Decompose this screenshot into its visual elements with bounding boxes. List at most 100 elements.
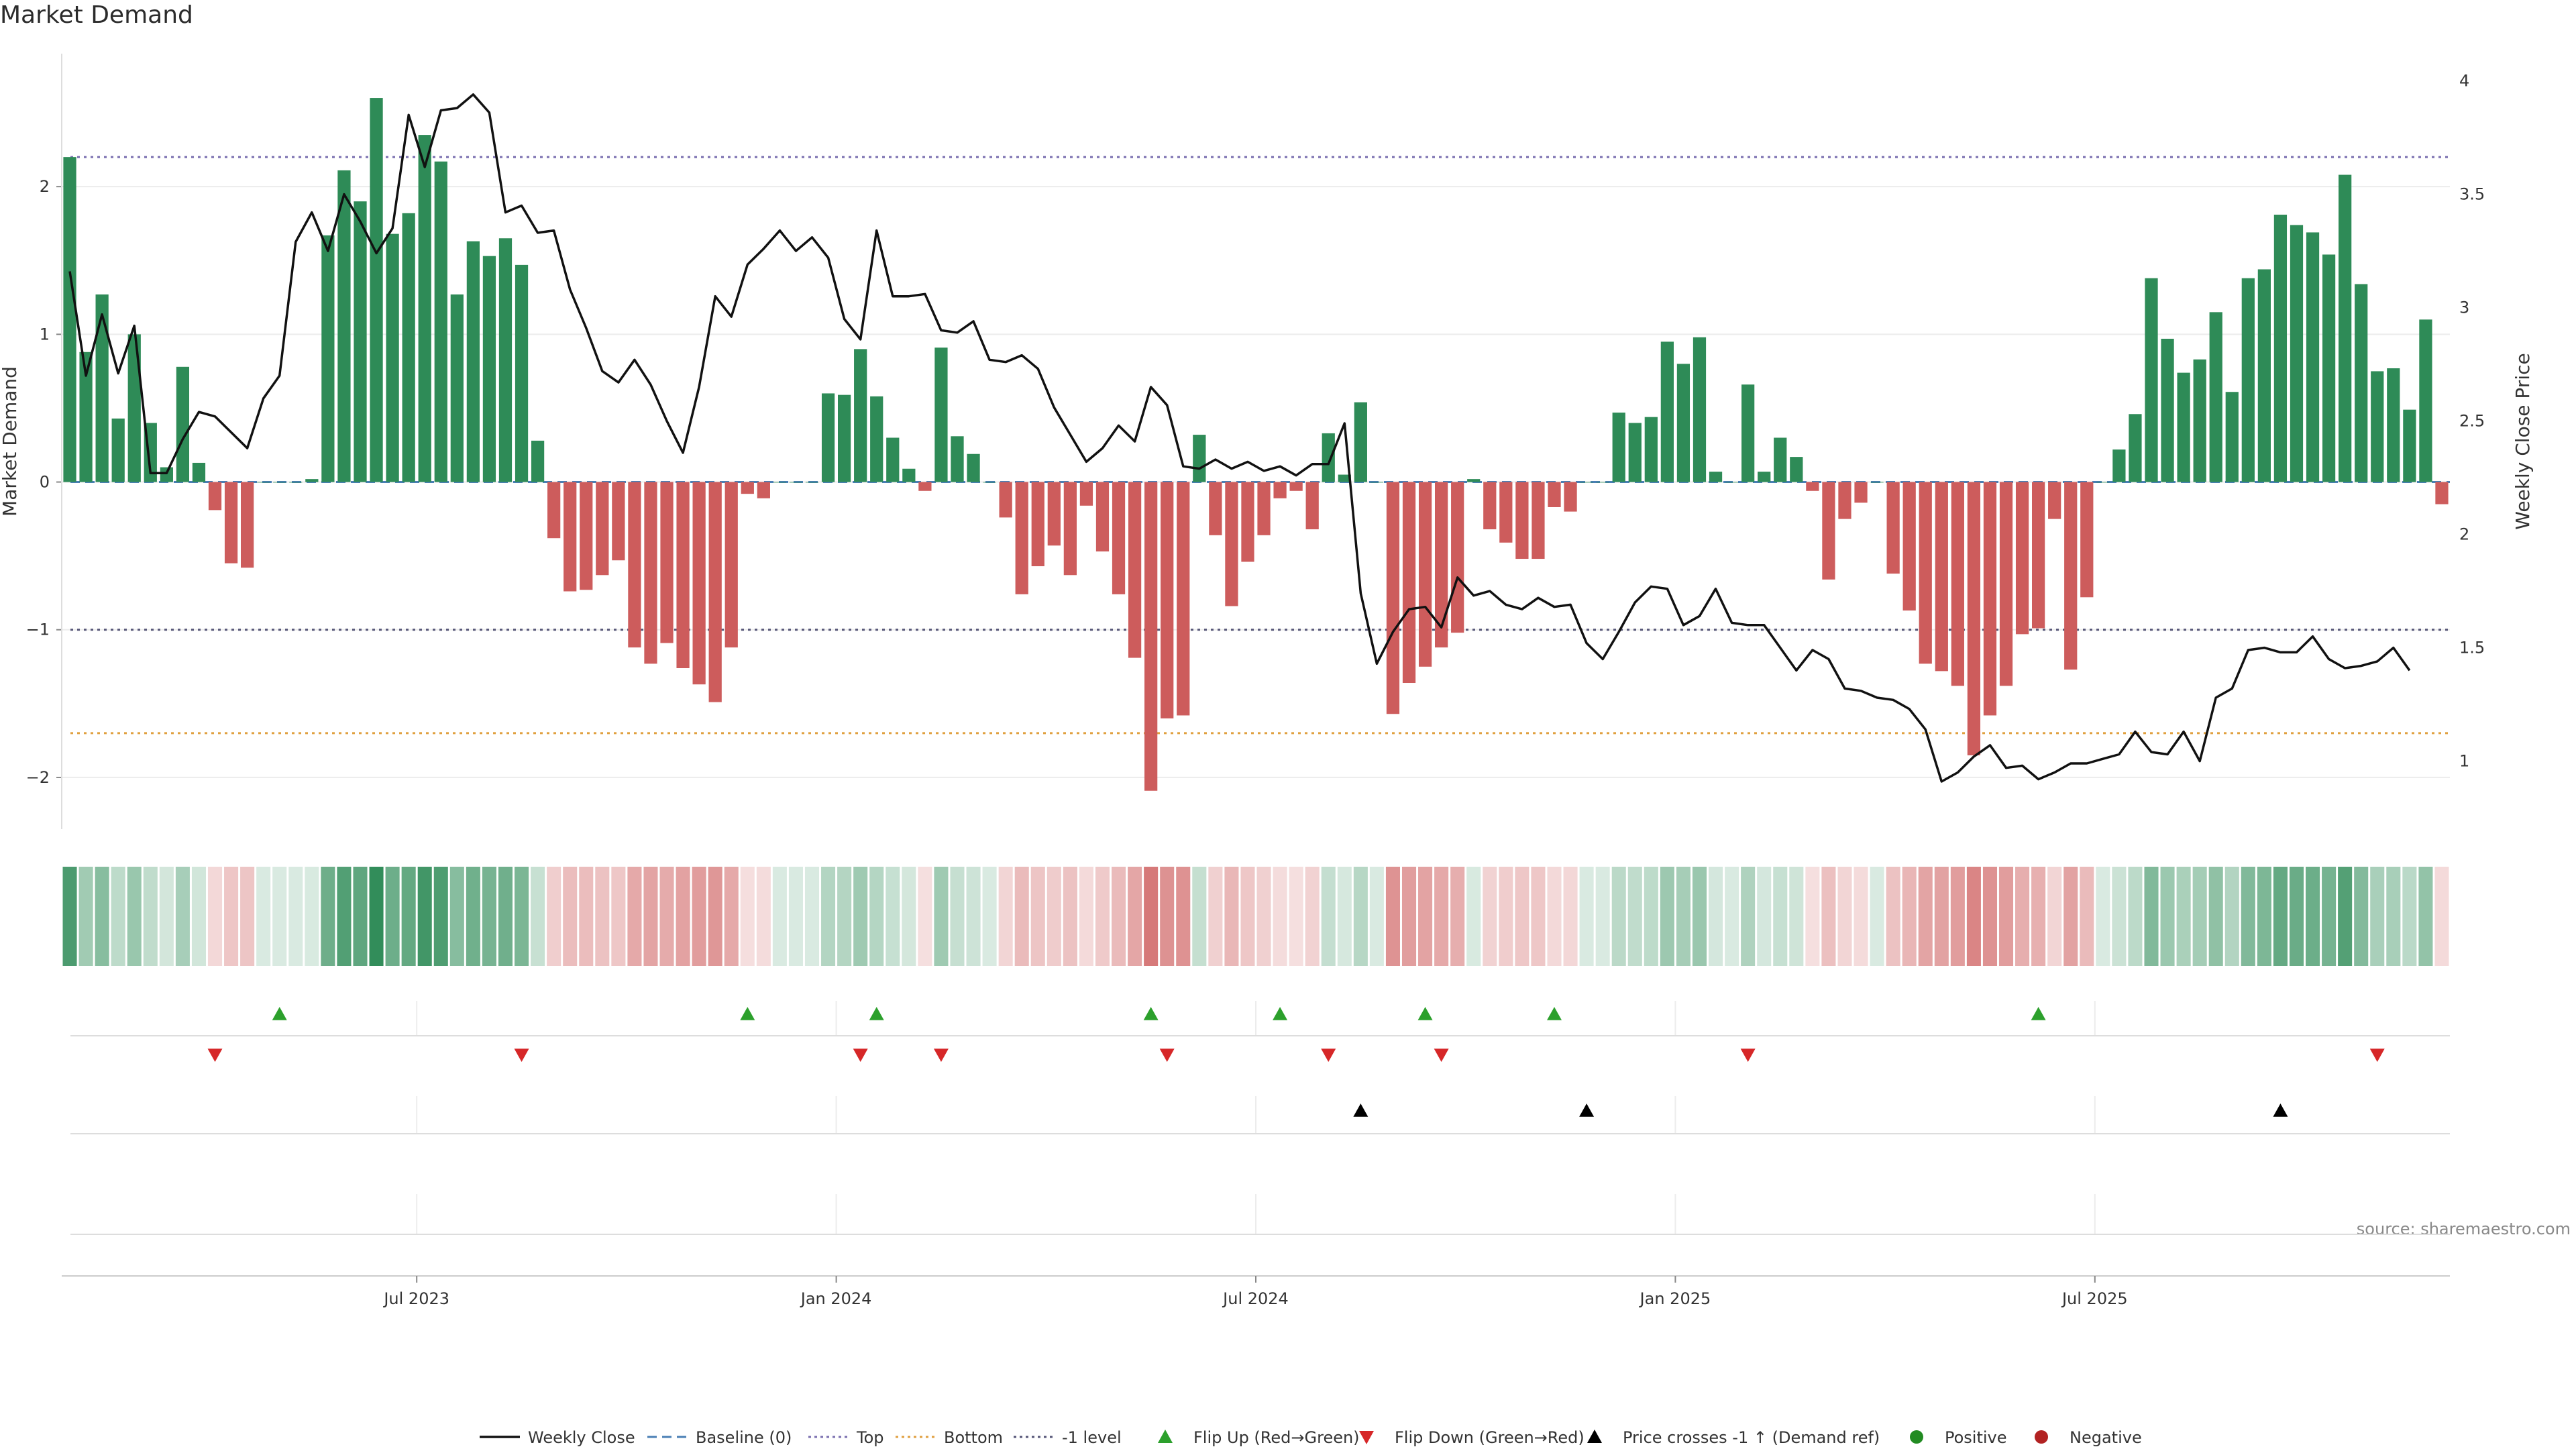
demand-bar	[370, 98, 383, 482]
demand-bar	[1467, 479, 1481, 482]
heat-cell	[1837, 867, 1852, 966]
demand-bar	[2339, 174, 2352, 482]
heat-cell	[837, 867, 852, 966]
demand-bar	[580, 482, 593, 590]
legend: Weekly Close Baseline (0) Top Bottom -1 leve…	[480, 1428, 2142, 1447]
demand-bar	[1693, 337, 1707, 482]
heat-cell	[1676, 867, 1690, 966]
legend-label: Price crosses -1 ↑ (Demand ref)	[1623, 1428, 1880, 1447]
demand-bar	[1774, 437, 1787, 482]
heat-cell	[1886, 867, 1900, 966]
demand-bar	[1483, 482, 1497, 530]
demand-bar	[482, 256, 496, 482]
heat-cell	[1982, 867, 1997, 966]
demand-bar	[321, 235, 335, 482]
heat-cell	[579, 867, 594, 966]
demand-bar	[1660, 341, 1674, 482]
heat-cell	[853, 867, 868, 966]
demand-bar	[951, 436, 964, 482]
demand-bar	[564, 482, 577, 592]
demand-bar	[1935, 482, 1948, 672]
heat-cell	[934, 867, 949, 966]
demand-bar	[1499, 482, 1513, 543]
heat-cell	[998, 867, 1013, 966]
heat-cell	[563, 867, 578, 966]
heat-cell	[1305, 867, 1320, 966]
demand-bar	[273, 482, 286, 483]
heat-cell	[676, 867, 690, 966]
heat-cell	[240, 867, 255, 966]
y-tick-label: −1	[26, 621, 50, 639]
y2-tick-label: 1.5	[2459, 639, 2485, 657]
heat-cell	[1515, 867, 1529, 966]
heat-cell	[1240, 867, 1255, 966]
heat-cell	[1353, 867, 1368, 966]
y2-tick-label: 1	[2459, 752, 2469, 771]
demand-bar	[612, 482, 625, 561]
flip-down-marker	[1159, 1049, 1175, 1062]
heat-cell	[2160, 867, 2175, 966]
legend-label: Top	[856, 1428, 884, 1447]
heat-cell	[2370, 867, 2385, 966]
demand-bar	[2435, 482, 2449, 504]
heat-cell	[1450, 867, 1465, 966]
legend-label: Negative	[2070, 1428, 2142, 1447]
demand-bar	[1063, 482, 1077, 576]
demand-bar	[838, 394, 851, 482]
demand-bar	[1305, 482, 1319, 530]
heat-cell	[2047, 867, 2062, 966]
heat-cell	[708, 867, 722, 966]
demand-bar	[79, 352, 93, 482]
demand-bar	[498, 238, 513, 482]
demand-bar	[628, 482, 641, 648]
heat-cell	[191, 867, 206, 966]
demand-bar	[63, 157, 76, 482]
heat-cell	[1192, 867, 1207, 966]
demand-bar	[2387, 368, 2400, 482]
demand-bar	[1370, 482, 1384, 483]
demand-bar	[1999, 482, 2013, 686]
demand-bar	[1451, 482, 1464, 633]
demand-bar	[2209, 312, 2222, 482]
demand-bar	[2273, 215, 2288, 482]
heat-cell	[1063, 867, 1077, 966]
demand-bar	[1047, 482, 1061, 546]
demand-bar	[1709, 472, 1723, 482]
flip-up-marker	[1547, 1007, 1562, 1020]
legend-item: Weekly Close	[480, 1428, 635, 1447]
heat-cell	[2402, 867, 2417, 966]
heat-cell	[1563, 867, 1578, 966]
demand-bar	[95, 294, 109, 482]
demand-bar	[2145, 278, 2158, 482]
heat-cell	[531, 867, 545, 966]
demand-bar	[2032, 482, 2045, 629]
demand-bar	[1015, 482, 1028, 594]
heat-cell	[1434, 867, 1449, 966]
demand-bar	[1241, 482, 1254, 562]
heat-cell	[1112, 867, 1126, 966]
demand-bar	[1273, 482, 1287, 498]
heat-cell	[1208, 867, 1223, 966]
heat-cell	[982, 867, 997, 966]
heat-cell	[2289, 867, 2304, 966]
source-note: source: sharemaestro.com	[2356, 1220, 2571, 1238]
y2-tick-label: 2	[2459, 525, 2469, 544]
demand-bar	[2048, 482, 2061, 519]
demand-bar	[741, 482, 754, 494]
heat-cell	[869, 867, 884, 966]
y-tick-label: −2	[26, 768, 50, 787]
legend-label: Positive	[1945, 1428, 2007, 1447]
heat-cell	[2176, 867, 2191, 966]
demand-bar	[886, 437, 900, 482]
heat-cell	[1611, 867, 1626, 966]
demand-bar	[789, 482, 803, 483]
demand-bar	[644, 482, 657, 664]
heat-cell	[966, 867, 981, 966]
heat-cell	[175, 867, 190, 966]
demand-bar	[127, 334, 141, 482]
demand-bar	[1886, 482, 1900, 574]
heat-cell	[111, 867, 125, 966]
price-cross-marker	[1353, 1104, 1368, 1117]
heat-cell	[1660, 867, 1674, 966]
